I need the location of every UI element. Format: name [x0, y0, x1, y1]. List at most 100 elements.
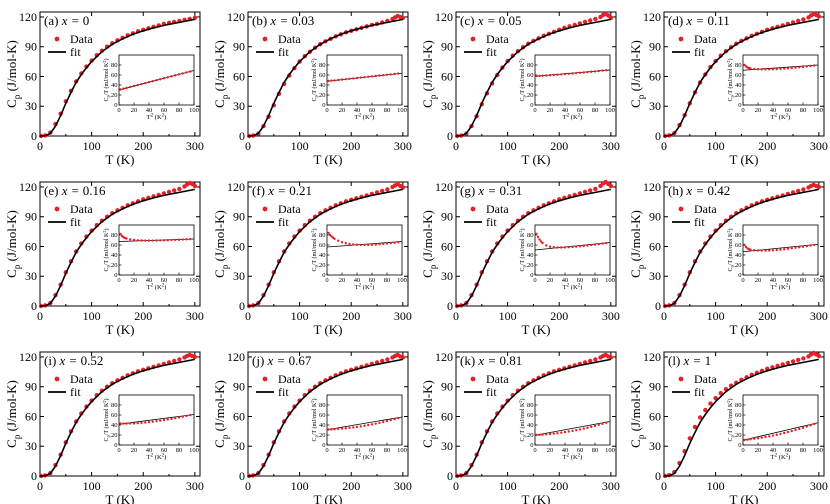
inset-data-point [605, 241, 608, 245]
inset-x-tick-label: 80 [800, 277, 807, 284]
inset-y-label-mid: /T (mJ/mol K [519, 232, 526, 265]
inset-y-label-sub: p [106, 265, 111, 268]
legend-data-label: Data [694, 202, 717, 216]
axes-frame [663, 181, 825, 307]
data-point [171, 358, 177, 364]
inset-data-point [798, 427, 801, 431]
inset-y-label-close: ) [103, 228, 110, 230]
inset-x-label-main: T [355, 284, 359, 291]
inset-data-point [601, 242, 604, 245]
inset-x-label-unit: (K [361, 114, 370, 121]
inset-y-tick-label: 60 [735, 72, 742, 79]
y-tick-label: 30 [25, 439, 37, 453]
inset-data-point [760, 436, 763, 439]
inset-y-label-sup: 2 [726, 230, 731, 232]
inset-x-label-main: T [771, 454, 775, 461]
data-point [801, 356, 806, 361]
inset-data-point [743, 438, 746, 442]
y-axis-label-sub: p [428, 434, 438, 439]
inset-y-label-main: C [312, 438, 318, 442]
inset-data-point [552, 432, 555, 435]
x-tick-label: 300 [394, 309, 412, 323]
inset-data-point [144, 239, 147, 242]
inset-data-point [348, 426, 351, 430]
legend-data-marker [262, 376, 268, 382]
panel-x-prefix: x = [264, 353, 288, 368]
inset-y-tick-label: 40 [735, 422, 742, 429]
inset-x-label-unit: (K [569, 114, 578, 121]
x-axis-label: T (K) [521, 322, 550, 337]
inset-x-tick-label: 80 [176, 447, 183, 454]
inset-data-point [181, 238, 184, 241]
fit-curve [455, 188, 611, 307]
inset-x-label: T2 (K2) [355, 284, 375, 292]
inset-data-point [538, 74, 541, 78]
fit-curve [247, 18, 403, 137]
inset-y-tick-label: 0 [114, 102, 117, 109]
inset-data-point [159, 239, 162, 242]
inset-data-point [575, 245, 578, 248]
inset-data-point [552, 246, 555, 249]
x-tick-label: 0 [661, 479, 667, 493]
inset-data-point [578, 428, 582, 431]
axes-frame [663, 351, 825, 477]
y-tick-label: 120 [643, 180, 661, 194]
inset-data-point [378, 243, 381, 246]
inset-data-point [764, 68, 767, 71]
inset-data-point [786, 430, 790, 434]
inset-y-tick-label: 40 [527, 82, 534, 89]
legend-fit-label: fit [70, 385, 81, 399]
inset-data-point [344, 78, 347, 81]
inset-y-label-mid: /T (mJ/mol K [103, 62, 110, 95]
inset-data-point [813, 64, 816, 67]
inset-x-label-sup: 2 [775, 284, 778, 289]
inset-data-point [536, 235, 540, 239]
x-tick-label: 300 [394, 479, 412, 493]
data-point [587, 358, 593, 364]
inset-y-label-main: C [104, 98, 110, 102]
inset-data-point [593, 243, 597, 246]
inset-data-point [771, 249, 775, 252]
x-tick-label: 100 [83, 479, 101, 493]
inset-data-point [189, 70, 192, 73]
x-tick-label: 100 [291, 309, 309, 323]
y-tick-label: 0 [655, 469, 661, 483]
inset-data-point [601, 69, 604, 72]
inset-y-tick-label: 80 [319, 402, 326, 409]
inset-x-label-unit: (K [777, 284, 786, 291]
inset-data-point [582, 427, 585, 430]
panel-title: (i) x = 0.52 [44, 353, 103, 368]
inset-y-label-sub: p [730, 95, 735, 98]
inset-data-point [189, 413, 192, 417]
legend-fit-label: fit [486, 385, 497, 399]
x-tick-label: 0 [245, 309, 251, 323]
y-tick-label: 30 [441, 99, 453, 113]
y-tick-label: 60 [233, 69, 245, 83]
inset-data-point [779, 248, 782, 251]
inset-data-point [548, 432, 552, 436]
inset-x-label: T2 (K2) [771, 114, 791, 122]
panel-title: (j) x = 0.67 [252, 353, 312, 368]
x-tick-label: 300 [394, 139, 412, 153]
inset-y-label-sup: 2 [518, 230, 523, 232]
inset-data-point [140, 239, 143, 242]
inset-data-point [567, 430, 570, 433]
inset-y-label: Cp/T (mJ/mol K2) [726, 228, 735, 271]
y-tick-label: 30 [441, 269, 453, 283]
inset-data-point [578, 71, 582, 75]
inset-data-point [590, 425, 593, 429]
panel-x-prefix: x = [475, 183, 499, 198]
inset-x-label-close: ) [580, 454, 582, 461]
y-axis-label-main: C [4, 269, 19, 278]
y-tick-label: 0 [31, 129, 37, 143]
y-axis-label-main: C [212, 439, 227, 448]
inset-data-point [151, 420, 154, 423]
data-point [801, 187, 806, 192]
y-tick-label: 120 [435, 10, 453, 24]
y-axis-label-main: C [4, 439, 19, 448]
inset-x-label-close: ) [788, 454, 790, 461]
inset-y-tick-label: 40 [735, 82, 742, 89]
